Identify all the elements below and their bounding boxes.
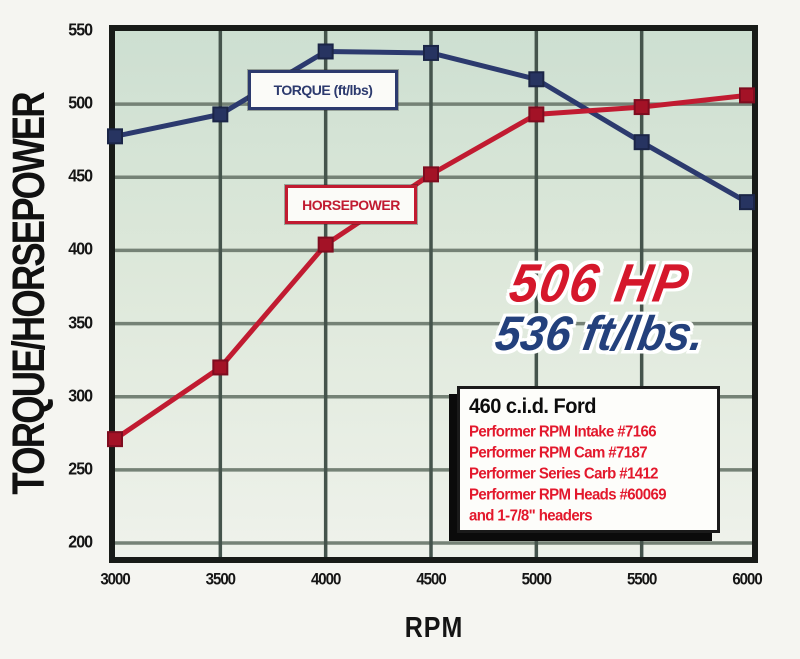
- torque-point: [423, 44, 439, 61]
- torque-point: [107, 128, 123, 145]
- spec-line-heads: Performer RPM Heads #60069: [469, 486, 667, 504]
- engine-name: 460 c.i.d. Ford: [469, 395, 596, 419]
- x-tick-label: 3000: [100, 570, 130, 589]
- spec-line-carb: Performer Series Carb #1412: [469, 465, 659, 483]
- engine-spec-box: 460 c.i.d. Ford Performer RPM Intake #71…: [457, 386, 720, 533]
- horsepower-point: [212, 359, 229, 376]
- horsepower-point: [317, 236, 334, 253]
- headline-peak-torque: 536 ft/lbs.: [491, 305, 709, 361]
- x-axis-title: RPM: [404, 611, 464, 645]
- legend-torque: TORQUE (ft/lbs): [248, 70, 398, 110]
- spec-line-cam: Performer RPM Cam #7187: [469, 444, 648, 462]
- horsepower-point: [528, 106, 545, 123]
- plot-border: [109, 25, 758, 563]
- x-tick-label: 5500: [626, 570, 657, 589]
- horsepower-point: [423, 166, 439, 183]
- y-tick-label: 400: [68, 240, 93, 260]
- y-tick-label: 200: [68, 533, 93, 552]
- y-tick-label: 350: [68, 313, 93, 333]
- y-tick-label: 450: [68, 167, 93, 187]
- horsepower-point: [739, 87, 755, 104]
- torque-point: [633, 134, 650, 151]
- horsepower-point: [633, 99, 650, 116]
- x-tick-label: 4000: [310, 570, 341, 589]
- legend-horsepower-label: HORSEPOWER: [302, 196, 400, 213]
- x-tick-label: 4500: [416, 570, 446, 589]
- horsepower-point: [107, 431, 123, 448]
- torque-point: [739, 194, 755, 211]
- y-tick-label: 550: [68, 21, 93, 40]
- spec-line-intake: Performer RPM Intake #7166: [469, 423, 657, 441]
- spec-line-headers: and 1-7/8" headers: [469, 507, 593, 525]
- legend-torque-label: TORQUE (ft/lbs): [273, 82, 373, 98]
- x-tick-label: 3500: [205, 570, 236, 589]
- y-tick-label: 500: [68, 94, 93, 113]
- torque-point: [317, 43, 334, 60]
- y-tick-label: 250: [68, 459, 93, 479]
- torque-point: [528, 71, 545, 88]
- x-tick-label: 5000: [521, 570, 552, 589]
- legend-horsepower: HORSEPOWER: [285, 185, 417, 224]
- torque-point: [212, 106, 229, 123]
- y-tick-label: 300: [68, 386, 93, 406]
- x-tick-label: 6000: [732, 570, 762, 589]
